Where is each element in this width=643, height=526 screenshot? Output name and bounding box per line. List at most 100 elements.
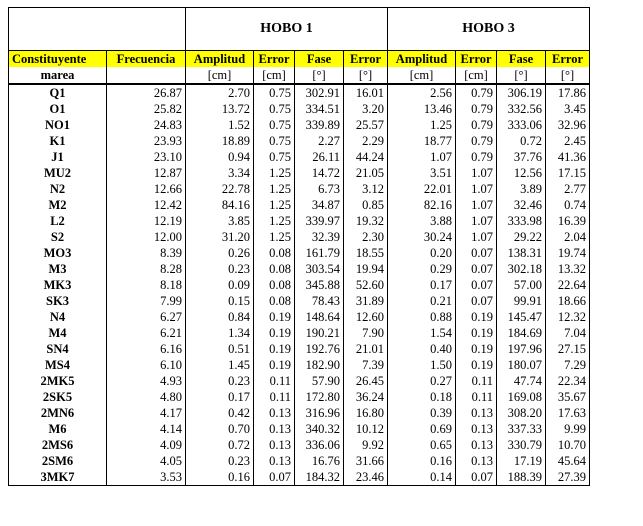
amplitude-h3-cell: 82.16 — [387, 197, 456, 213]
phase-h1-cell: 339.89 — [294, 117, 344, 133]
phase-h1-cell: 345.88 — [294, 277, 344, 293]
amplitude-h1-cell: 0.15 — [185, 293, 254, 309]
constituent-name: SK3 — [8, 293, 107, 309]
table-row: MK3 8.18 0.09 0.08 345.88 52.60 0.17 0.07 57.00 2… — [8, 277, 590, 293]
phase-h1-cell: 340.32 — [294, 421, 344, 437]
amplitude-h3-cell: 0.18 — [387, 389, 456, 405]
phase-h3-cell: 333.98 — [496, 213, 546, 229]
phase-h3-cell: 306.19 — [496, 84, 546, 101]
frequency-cell: 6.21 — [106, 325, 186, 341]
amplitude-h3-cell: 1.07 — [387, 149, 456, 165]
amplitude-h1-cell: 0.23 — [185, 261, 254, 277]
constituent-name: K1 — [8, 133, 107, 149]
constituent-name: N2 — [8, 181, 107, 197]
amp-error-h3-cell: 0.13 — [455, 405, 497, 421]
frequency-cell: 8.28 — [106, 261, 186, 277]
amp-error-h1-cell: 1.25 — [253, 165, 295, 181]
phase-h3-cell: 0.72 — [496, 133, 546, 149]
phase-error-h1-cell: 26.45 — [343, 373, 388, 389]
phase-h3-cell: 12.56 — [496, 165, 546, 181]
frequency-cell: 12.00 — [106, 229, 186, 245]
phase-h3-cell: 188.39 — [496, 469, 546, 486]
phase-h1-cell: 184.32 — [294, 469, 344, 486]
constituent-name: SN4 — [8, 341, 107, 357]
phase-error-h3-cell: 32.96 — [545, 117, 590, 133]
frequency-cell: 25.82 — [106, 101, 186, 117]
constituent-name: L2 — [8, 213, 107, 229]
phase-error-h1-cell: 52.60 — [343, 277, 388, 293]
amplitude-h1-cell: 22.78 — [185, 181, 254, 197]
column-header-amplitude-h1: Amplitud — [185, 50, 254, 67]
phase-h3-cell: 138.31 — [496, 245, 546, 261]
amp-error-h1-cell: 0.13 — [253, 421, 295, 437]
phase-error-h3-cell: 19.74 — [545, 245, 590, 261]
phase-h3-cell: 332.56 — [496, 101, 546, 117]
amp-error-h3-cell: 0.07 — [455, 245, 497, 261]
phase-h1-cell: 78.43 — [294, 293, 344, 309]
amplitude-h3-cell: 1.50 — [387, 357, 456, 373]
amplitude-h3-cell: 2.56 — [387, 84, 456, 101]
amp-error-h3-cell: 0.19 — [455, 309, 497, 325]
phase-h3-cell: 145.47 — [496, 309, 546, 325]
amplitude-h1-cell: 0.23 — [185, 373, 254, 389]
table-row: Q1 26.87 2.70 0.75 302.91 16.01 2.56 0.79 306.19… — [8, 84, 590, 101]
frequency-cell: 12.42 — [106, 197, 186, 213]
constituent-name: M6 — [8, 421, 107, 437]
amplitude-h1-cell: 18.89 — [185, 133, 254, 149]
phase-error-h3-cell: 0.74 — [545, 197, 590, 213]
amplitude-h1-cell: 0.23 — [185, 453, 254, 469]
unit-header-phase-error-h1: [°] — [343, 67, 388, 85]
table-row: 3MK7 3.53 0.16 0.07 184.32 23.46 0.14 0.07 188.3… — [8, 469, 590, 486]
phase-error-h1-cell: 19.94 — [343, 261, 388, 277]
unit-header-marea: marea — [8, 67, 107, 85]
phase-h1-cell: 26.11 — [294, 149, 344, 165]
column-header-phase-error-h1: Error — [343, 50, 388, 67]
amp-error-h1-cell: 1.25 — [253, 213, 295, 229]
phase-error-h1-cell: 31.89 — [343, 293, 388, 309]
phase-error-h3-cell: 45.64 — [545, 453, 590, 469]
column-header-amp-error-h1: Error — [253, 50, 295, 67]
table-row: MO3 8.39 0.26 0.08 161.79 18.55 0.20 0.07 138.31… — [8, 245, 590, 261]
frequency-cell: 6.16 — [106, 341, 186, 357]
amp-error-h3-cell: 0.13 — [455, 437, 497, 453]
amplitude-h3-cell: 1.54 — [387, 325, 456, 341]
phase-error-h1-cell: 3.20 — [343, 101, 388, 117]
amplitude-h3-cell: 0.21 — [387, 293, 456, 309]
phase-h3-cell: 169.08 — [496, 389, 546, 405]
frequency-cell: 24.83 — [106, 117, 186, 133]
amp-error-h3-cell: 0.11 — [455, 373, 497, 389]
amplitude-h3-cell: 0.29 — [387, 261, 456, 277]
amp-error-h3-cell: 1.07 — [455, 229, 497, 245]
phase-error-h1-cell: 36.24 — [343, 389, 388, 405]
phase-h3-cell: 184.69 — [496, 325, 546, 341]
table-row: M3 8.28 0.23 0.08 303.54 19.94 0.29 0.07 302.18 1… — [8, 261, 590, 277]
amplitude-h3-cell: 0.16 — [387, 453, 456, 469]
amp-error-h1-cell: 0.11 — [253, 389, 295, 405]
phase-h3-cell: 37.76 — [496, 149, 546, 165]
phase-h3-cell: 32.46 — [496, 197, 546, 213]
amp-error-h1-cell: 1.25 — [253, 181, 295, 197]
table-body: Q1 26.87 2.70 0.75 302.91 16.01 2.56 0.79 306.19… — [8, 84, 590, 486]
amplitude-h1-cell: 31.20 — [185, 229, 254, 245]
phase-error-h3-cell: 22.34 — [545, 373, 590, 389]
frequency-cell: 7.99 — [106, 293, 186, 309]
amp-error-h3-cell: 0.79 — [455, 133, 497, 149]
constituent-name: NO1 — [8, 117, 107, 133]
table-row: 2MN6 4.17 0.42 0.13 316.96 16.80 0.39 0.13 308.2… — [8, 405, 590, 421]
phase-h3-cell: 302.18 — [496, 261, 546, 277]
amplitude-h3-cell: 0.27 — [387, 373, 456, 389]
amplitude-h3-cell: 0.88 — [387, 309, 456, 325]
phase-h1-cell: 57.90 — [294, 373, 344, 389]
phase-error-h3-cell: 9.99 — [545, 421, 590, 437]
frequency-cell: 8.18 — [106, 277, 186, 293]
phase-h1-cell: 182.90 — [294, 357, 344, 373]
table-row: MS4 6.10 1.45 0.19 182.90 7.39 1.50 0.19 180.07 7… — [8, 357, 590, 373]
amplitude-h3-cell: 0.14 — [387, 469, 456, 486]
amplitude-h3-cell: 30.24 — [387, 229, 456, 245]
frequency-cell: 12.66 — [106, 181, 186, 197]
frequency-cell: 4.17 — [106, 405, 186, 421]
phase-error-h3-cell: 16.39 — [545, 213, 590, 229]
phase-h3-cell: 180.07 — [496, 357, 546, 373]
table-row: L2 12.19 3.85 1.25 339.97 19.32 3.88 1.07 333.98… — [8, 213, 590, 229]
amplitude-h3-cell: 0.65 — [387, 437, 456, 453]
